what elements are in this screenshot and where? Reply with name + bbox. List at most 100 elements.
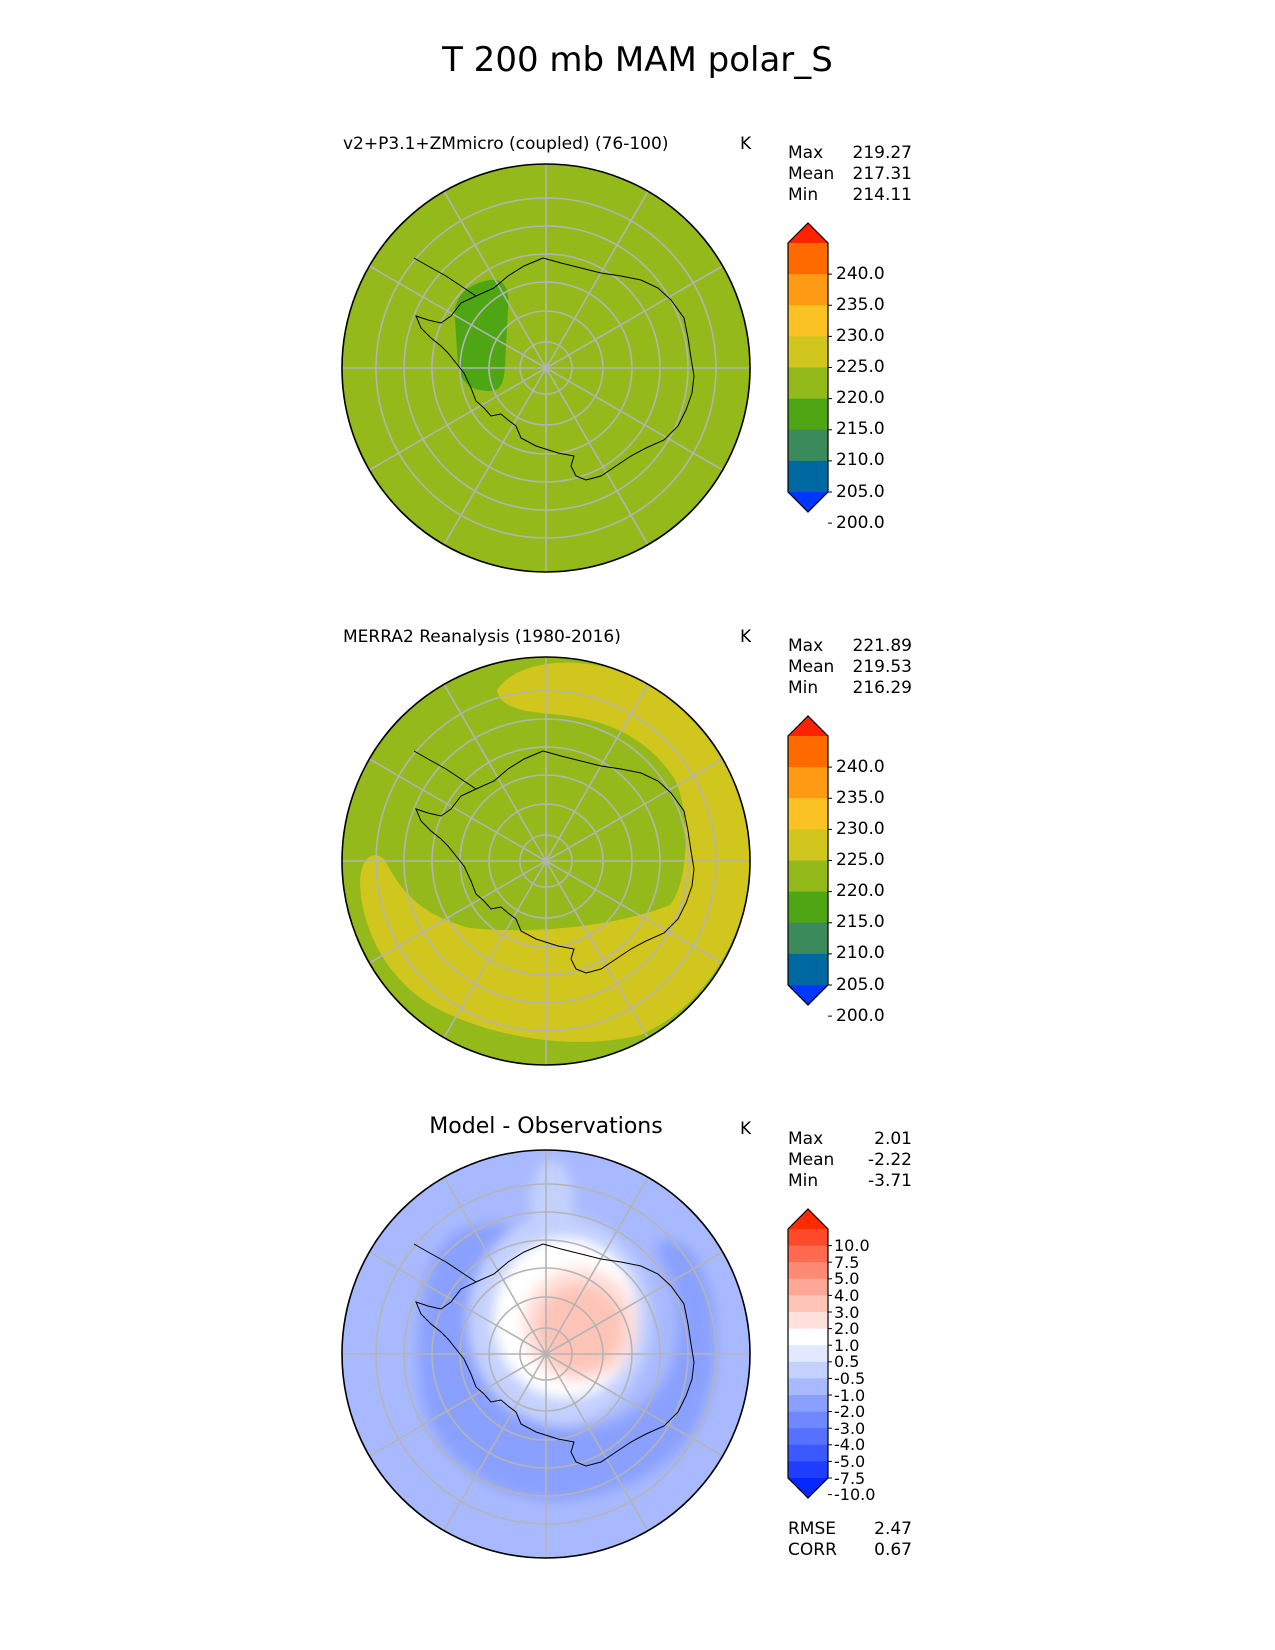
map-3 xyxy=(342,1150,750,1558)
colorbar-tick-label: -3.0 xyxy=(834,1418,866,1438)
meridian-line xyxy=(368,1251,547,1355)
colorbar-bin xyxy=(788,398,828,431)
colorbar-tick-label: 225.0 xyxy=(836,850,885,870)
colorbar-tick-label: 225.0 xyxy=(836,357,885,377)
antarctic-peninsula xyxy=(413,257,477,297)
meridian-line xyxy=(545,1176,649,1355)
colorbar-tick-label: 3.0 xyxy=(834,1302,860,1322)
meridian-line xyxy=(368,860,547,964)
colorbar-bin xyxy=(788,767,828,799)
colorbar-tick-label: 210.0 xyxy=(836,450,885,471)
colorbar-bin xyxy=(788,1312,828,1330)
colorbar-bin xyxy=(788,305,828,337)
meridian-line xyxy=(545,265,724,369)
meridian-line xyxy=(545,1353,649,1532)
meridian-line xyxy=(545,1353,724,1457)
colorbar-bin xyxy=(788,274,828,306)
colorbar-tick-label: 10.0 xyxy=(834,1236,870,1256)
colorbar-extend-max xyxy=(788,223,828,243)
meridian-line xyxy=(443,1353,547,1532)
stat-max: Max 219.27 xyxy=(788,143,912,163)
colorbar-bin xyxy=(788,336,828,368)
map-2-overlay xyxy=(341,656,751,1066)
colorbar-extend-min xyxy=(788,985,828,1005)
panel-2-units: K xyxy=(740,627,752,647)
antarctic-peninsula xyxy=(413,1243,477,1283)
colorbar-bin xyxy=(788,1428,828,1446)
colorbar-bin xyxy=(788,922,828,955)
colorbar-tick-label: 230.0 xyxy=(836,325,885,346)
colorbar-bin xyxy=(788,953,828,986)
colorbar-bin xyxy=(788,1262,828,1280)
colorbar-bin xyxy=(788,1361,828,1379)
panel-2-title: MERRA2 Reanalysis (1980-2016) xyxy=(343,627,621,647)
map-2 xyxy=(342,657,750,1065)
colorbar-tick-label: 235.0 xyxy=(836,294,885,315)
colorbar-tick-label: 240.0 xyxy=(836,263,885,284)
colorbar-tick-label: -2.0 xyxy=(834,1402,866,1422)
colorbar-bin xyxy=(788,1411,828,1429)
colorbar-tick-label: -5.0 xyxy=(834,1451,866,1471)
panel-3-title: Model - Observations xyxy=(429,1114,663,1139)
meridian-line xyxy=(368,265,547,369)
antarctica-coastline xyxy=(415,257,695,481)
colorbar-3 xyxy=(787,1208,832,1499)
field-minus3-minus2-band xyxy=(418,1224,717,1500)
field-10-20 xyxy=(536,1284,624,1372)
colorbar-bin xyxy=(788,1461,828,1479)
map-border xyxy=(341,1149,751,1559)
meridian-line xyxy=(443,367,547,546)
metric-rmse: RMSE 2.47 xyxy=(788,1519,912,1539)
stat-min: Min 216.29 xyxy=(788,678,912,698)
colorbar-tick-label: 4.0 xyxy=(834,1285,860,1305)
map-3-overlay xyxy=(341,1149,751,1559)
colorbar-1 xyxy=(787,222,832,524)
colorbar-tick-label: 0.5 xyxy=(834,1352,860,1372)
colorbar-bin xyxy=(788,1378,828,1396)
meridian-line xyxy=(545,367,649,546)
stat-mean: Mean -2.22 xyxy=(788,1150,912,1170)
antarctica-coastline xyxy=(415,750,695,974)
meridian-line xyxy=(545,683,649,862)
colorbar-tick-label: -7.5 xyxy=(834,1468,866,1488)
colorbar-tick-label: 215.0 xyxy=(836,912,885,933)
meridian-line xyxy=(545,758,724,862)
colorbar-tick-label: 235.0 xyxy=(836,787,885,808)
antarctic-peninsula xyxy=(413,750,477,790)
colorbar-tick-label: 220.0 xyxy=(836,881,885,902)
meridian-line xyxy=(443,190,547,369)
map-1-overlay xyxy=(341,163,751,573)
meridian-line xyxy=(443,1176,547,1355)
colorbar-bin xyxy=(788,429,828,462)
colorbar-bin xyxy=(788,1278,828,1296)
panel-1-title: v2+P3.1+ZMmicro (coupled) (76-100) xyxy=(343,134,669,154)
metric-corr: CORR 0.67 xyxy=(788,1540,912,1560)
colorbar-bin xyxy=(788,829,828,861)
meridian-line xyxy=(545,860,649,1039)
colorbar-extend-min xyxy=(788,492,828,512)
colorbar-bin xyxy=(788,1229,828,1247)
colorbar-tick-label: 220.0 xyxy=(836,388,885,409)
colorbar-tick-label: 200.0 xyxy=(836,1005,885,1026)
figure-title: T 200 mb MAM polar_S xyxy=(442,40,833,80)
colorbar-tick-label: 205.0 xyxy=(836,481,885,502)
colorbar-bin xyxy=(788,1395,828,1413)
meridian-line xyxy=(545,367,724,471)
colorbar-bin xyxy=(788,1245,828,1263)
colorbar-bin xyxy=(788,1345,828,1363)
meridian-line xyxy=(545,860,724,964)
colorbar-tick-label: 1.0 xyxy=(834,1335,860,1355)
colorbar-tick-label: 2.0 xyxy=(834,1319,860,1339)
colorbar-extend-max xyxy=(788,716,828,736)
colorbar-bin xyxy=(788,1328,828,1346)
colorbar-tick-label: -10.0 xyxy=(834,1485,876,1505)
colorbar-bin xyxy=(788,1295,828,1313)
colorbar-bin xyxy=(788,367,828,400)
panel-1-stats: Max 219.27 Mean 217.31 Min 214.11 xyxy=(788,143,912,206)
meridian-line xyxy=(545,190,649,369)
colorbar-bin xyxy=(788,243,828,275)
colorbar-bin xyxy=(788,860,828,893)
field-minus05-north xyxy=(530,1160,574,1250)
colorbar-tick-label: 230.0 xyxy=(836,818,885,839)
